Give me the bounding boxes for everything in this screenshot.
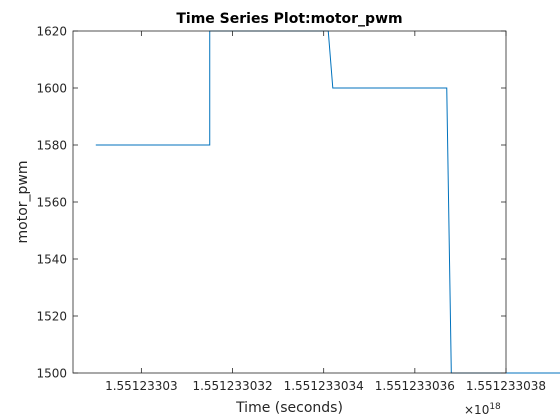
y-axis-label: motor_pwm xyxy=(15,161,31,244)
x-tick-label: 1.55123303 xyxy=(105,379,178,393)
y-tick-label: 1540 xyxy=(36,253,67,267)
y-tick-label: 1580 xyxy=(36,139,67,153)
x-tick-label: 1.551233034 xyxy=(284,379,364,393)
x-tick-label: 1.551233036 xyxy=(375,379,455,393)
x-axis-exponent: ×1018 xyxy=(464,402,501,417)
y-tick-label: 1600 xyxy=(36,82,67,96)
plot-area xyxy=(73,31,506,373)
x-axis-label: Time (seconds) xyxy=(235,400,343,416)
chart-title: Time Series Plot:motor_pwm xyxy=(176,11,402,27)
x-tick-label: 1.551233032 xyxy=(192,379,272,393)
x-tick-label: 1.551233038 xyxy=(466,379,546,393)
y-tick-label: 1620 xyxy=(36,25,67,39)
y-tick-label: 1560 xyxy=(36,196,67,210)
y-tick-label: 1500 xyxy=(36,367,67,381)
y-tick-label: 1520 xyxy=(36,310,67,324)
